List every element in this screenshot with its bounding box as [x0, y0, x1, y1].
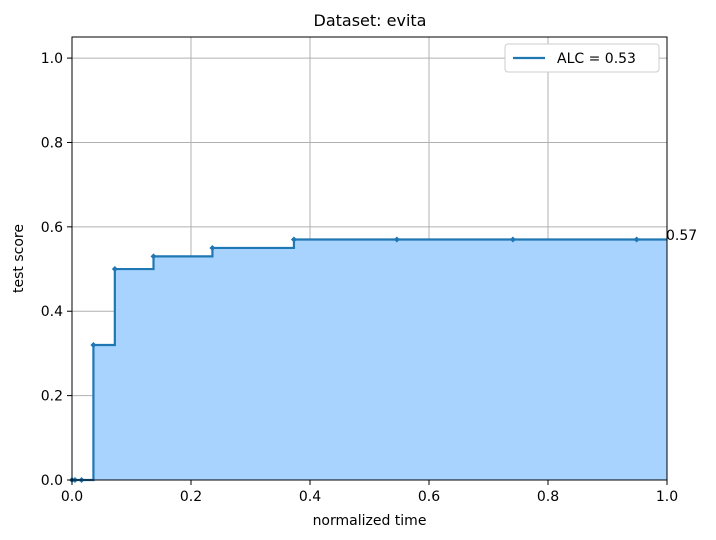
data-point-marker [150, 253, 157, 260]
x-tick-label: 0.8 [537, 489, 559, 505]
x-tick-label: 0.0 [61, 489, 83, 505]
y-tick-label: 0.6 [41, 220, 63, 236]
score-area-fill [72, 239, 667, 480]
y-tick-label: 0.8 [41, 135, 63, 151]
data-point-marker [509, 236, 516, 243]
x-tick-label: 1.0 [656, 489, 678, 505]
y-tick-label: 0.0 [41, 473, 63, 489]
data-point-marker [209, 244, 216, 251]
data-point-markers [69, 236, 640, 483]
y-tick-label: 0.2 [41, 389, 63, 405]
data-point-marker [393, 236, 400, 243]
y-axis-ticks: 0.0 0.2 0.4 0.6 0.8 1.0 [41, 51, 72, 489]
end-value-annotation: 0.57 [666, 228, 697, 244]
x-tick-label: 0.2 [180, 489, 202, 505]
data-point-marker [290, 236, 297, 243]
data-point-marker [633, 236, 640, 243]
legend-box [504, 43, 660, 73]
y-tick-label: 0.4 [41, 304, 63, 320]
data-point-marker [90, 341, 97, 348]
plot-frame [71, 36, 668, 481]
y-tick-label: 1.0 [41, 51, 63, 67]
legend-label: ALC = 0.53 [557, 51, 636, 67]
chart-title: Dataset: evita [314, 11, 427, 30]
data-point-marker [111, 266, 118, 273]
x-tick-label: 0.6 [418, 489, 440, 505]
x-axis-ticks: 0.0 0.2 0.4 0.6 0.8 1.0 [61, 480, 678, 505]
x-axis-label: normalized time [313, 513, 427, 529]
legend: ALC = 0.53 [504, 43, 660, 73]
y-axis-label: test score [11, 224, 27, 293]
x-tick-label: 0.4 [299, 489, 321, 505]
